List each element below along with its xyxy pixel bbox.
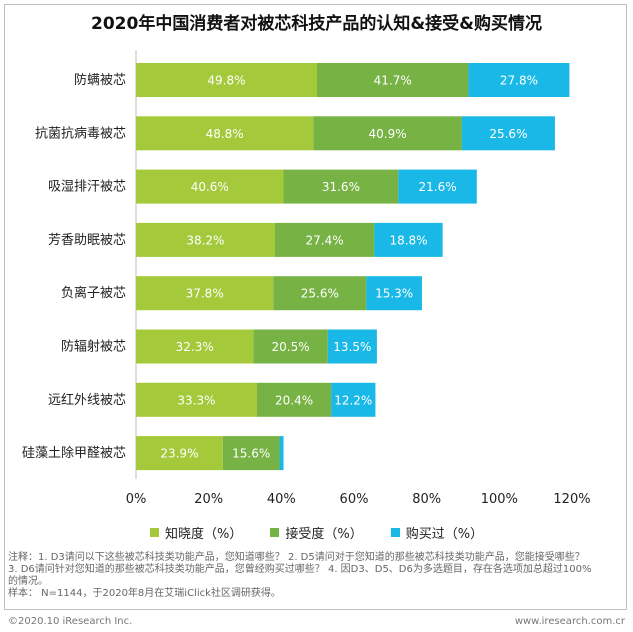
data-label: 20.5% bbox=[272, 340, 310, 354]
note-line-1: 注释：1. D3请问以下这些被芯科技类功能产品，您知道哪些？ 2. D5请问对于… bbox=[8, 552, 585, 563]
data-label: 40.6% bbox=[191, 180, 229, 194]
stacked-bar-chart: 防螨被芯 49.8% 41.7% 27.8% 抗菌抗病毒被芯 48.8% 40.9% 25.6… bbox=[22, 50, 591, 507]
legend-label: 接受度（%） bbox=[285, 527, 363, 542]
bar-segment bbox=[136, 436, 223, 471]
category-label: 防螨被芯 bbox=[74, 72, 126, 88]
bar-segment bbox=[222, 436, 280, 471]
data-label: 25.6% bbox=[489, 127, 527, 141]
data-label: 25.6% bbox=[301, 287, 339, 301]
data-label: 48.8% bbox=[206, 127, 244, 141]
bar-segment bbox=[313, 116, 462, 151]
legend-item: 接受度（%） bbox=[270, 523, 363, 542]
footer-copyright: ©2020.10 iResearch Inc. bbox=[8, 616, 133, 627]
data-label: 15.3% bbox=[375, 287, 413, 301]
data-label: 49.8% bbox=[207, 74, 245, 88]
bar-segment bbox=[136, 116, 314, 151]
data-label: 37.8% bbox=[186, 287, 224, 301]
legend-swatch bbox=[390, 528, 400, 537]
legend-item: 知晓度（%） bbox=[150, 523, 242, 542]
bar-segment bbox=[274, 222, 375, 257]
category-label: 负离子被芯 bbox=[61, 285, 126, 301]
x-tick-label: 120% bbox=[553, 492, 590, 507]
category-label: 远红外线被芯 bbox=[48, 392, 126, 408]
x-tick-label: 40% bbox=[267, 492, 296, 507]
data-label: 33.3% bbox=[177, 393, 215, 407]
bar-segment bbox=[283, 169, 399, 204]
data-label: 32.3% bbox=[176, 340, 214, 354]
chart-legend: 知晓度（%） 接受度（%） 购买过（%） bbox=[150, 523, 483, 542]
bar-segment bbox=[398, 169, 477, 204]
bar-segment bbox=[136, 222, 275, 257]
bar-segment bbox=[468, 63, 570, 97]
bar-segment bbox=[461, 116, 555, 151]
bar-segment bbox=[374, 222, 443, 257]
category-label: 硅藻土除甲醛被芯 bbox=[22, 445, 126, 461]
x-tick-label: 60% bbox=[340, 492, 369, 507]
category-label: 抗菌抗病毒被芯 bbox=[35, 126, 126, 141]
bar-segment bbox=[279, 436, 284, 471]
legend-swatch bbox=[150, 528, 159, 537]
data-label: 21.6% bbox=[419, 180, 457, 194]
data-label: 27.8% bbox=[500, 74, 538, 88]
chart-title: 2020年中国消费者对被芯科技产品的认知&接受&购买情况 bbox=[91, 14, 542, 34]
bar-segment bbox=[136, 329, 254, 364]
bar-segment bbox=[136, 63, 317, 97]
bar-segment bbox=[256, 382, 332, 417]
bar-segment bbox=[273, 276, 367, 311]
x-tick-label: 80% bbox=[412, 492, 441, 507]
data-label: 15.6% bbox=[232, 447, 270, 461]
note-line-3: 的情况。 bbox=[8, 576, 48, 587]
x-tick-label: 100% bbox=[481, 492, 518, 507]
legend-label: 购买过（%） bbox=[405, 527, 484, 542]
bar-segment bbox=[366, 276, 422, 311]
data-label: 41.7% bbox=[374, 74, 412, 88]
data-label: 13.5% bbox=[333, 340, 371, 354]
x-tick-label: 0% bbox=[126, 492, 147, 507]
legend-item: 购买过（%） bbox=[390, 523, 484, 542]
bar-segment bbox=[316, 63, 469, 97]
bar-segment bbox=[253, 329, 328, 364]
note-sample: 样本： N=1144，于2020年8月在艾瑞iClick社区调研获得。 bbox=[8, 588, 281, 599]
chart-frame bbox=[4, 4, 627, 610]
data-label: 40.9% bbox=[369, 127, 407, 141]
legend-label: 知晓度（%） bbox=[165, 527, 243, 542]
chart-notes: 注释：1. D3请问以下这些被芯科技类功能产品，您知道哪些？ 2. D5请问对于… bbox=[8, 552, 628, 600]
bar-segment bbox=[331, 382, 376, 417]
data-label: 23.9% bbox=[160, 447, 198, 461]
data-label: 20.4% bbox=[275, 393, 313, 407]
data-label: 12.2% bbox=[334, 393, 372, 407]
note-line-2: 3. D6请问针对您知道的那些被芯科技类功能产品，您曾经购买过哪些？ 4. 因D… bbox=[8, 564, 592, 575]
data-label: 18.8% bbox=[389, 233, 427, 247]
bar-segment bbox=[136, 169, 284, 204]
bar-segment bbox=[136, 382, 257, 417]
category-label: 芳香助眠被芯 bbox=[48, 233, 126, 248]
legend-swatch bbox=[270, 528, 280, 537]
data-label: 31.6% bbox=[322, 180, 360, 194]
footer-website: www.iresearch.com.cr bbox=[514, 616, 625, 627]
bar-segment bbox=[327, 329, 377, 364]
x-tick-label: 20% bbox=[194, 492, 223, 507]
bar-segment bbox=[136, 276, 274, 311]
category-label: 吸湿排汗被芯 bbox=[48, 180, 126, 195]
category-label: 防辐射被芯 bbox=[61, 339, 126, 355]
data-label: 27.4% bbox=[306, 233, 344, 247]
data-label: 38.2% bbox=[186, 233, 224, 247]
